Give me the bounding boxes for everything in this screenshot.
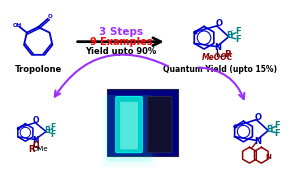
FancyBboxPatch shape <box>116 96 142 153</box>
Text: N: N <box>254 137 261 146</box>
Text: N: N <box>214 43 221 52</box>
Text: F: F <box>274 121 280 130</box>
FancyBboxPatch shape <box>147 96 172 153</box>
Text: O: O <box>215 19 222 28</box>
Text: Yield upto 90%: Yield upto 90% <box>86 47 157 56</box>
Text: B: B <box>44 126 50 135</box>
Text: 3 Steps: 3 Steps <box>99 27 143 37</box>
Text: R: R <box>224 50 231 59</box>
Text: O: O <box>47 14 52 19</box>
Text: F: F <box>235 27 240 36</box>
Text: O: O <box>255 113 262 122</box>
Text: F: F <box>274 129 280 138</box>
Text: O: O <box>33 141 39 150</box>
Text: N: N <box>32 136 39 145</box>
Text: B: B <box>227 31 233 40</box>
Text: Quantum Yield (upto 15%): Quantum Yield (upto 15%) <box>163 65 277 74</box>
Text: B: B <box>266 125 272 134</box>
Text: OMe: OMe <box>32 146 48 152</box>
Text: OH: OH <box>13 23 22 28</box>
Text: N: N <box>265 154 271 160</box>
Text: F: F <box>51 123 56 132</box>
Text: 9 Examples: 9 Examples <box>90 37 152 47</box>
Text: MeOOC: MeOOC <box>202 53 234 62</box>
Text: ⁻: ⁻ <box>269 124 273 130</box>
Text: O: O <box>33 116 39 125</box>
Text: ⁻: ⁻ <box>47 125 51 130</box>
Text: R: R <box>28 145 34 154</box>
FancyBboxPatch shape <box>107 89 178 156</box>
Text: Tropolone: Tropolone <box>15 65 62 74</box>
Text: ⁻: ⁻ <box>230 30 234 36</box>
FancyBboxPatch shape <box>101 95 157 167</box>
Text: F: F <box>235 35 240 44</box>
Text: F: F <box>51 130 56 139</box>
FancyBboxPatch shape <box>120 102 138 149</box>
FancyBboxPatch shape <box>106 95 152 162</box>
